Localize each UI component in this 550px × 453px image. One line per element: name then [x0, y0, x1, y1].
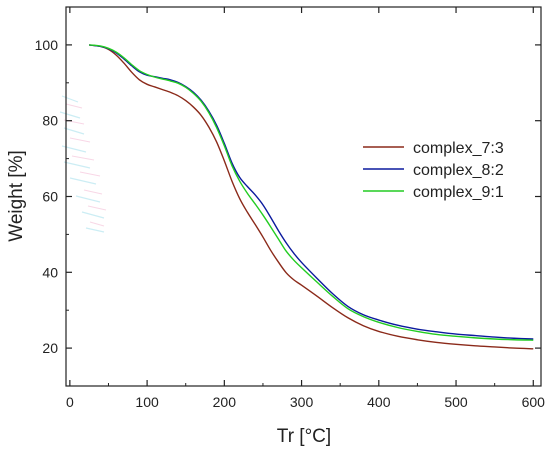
legend-label: complex_7:3 [413, 140, 504, 157]
legend-label: complex_9:1 [413, 184, 504, 201]
legend: complex_7:3 complex_8:2 complex_9:1 [363, 140, 504, 201]
x-axis-label: Tr [°C] [277, 426, 331, 447]
y-tick-label: 40 [42, 264, 58, 280]
y-tick-label: 20 [42, 340, 58, 356]
x-tick-label: 0 [66, 394, 74, 410]
x-tick-label: 500 [444, 394, 468, 410]
x-tick-label: 200 [213, 394, 237, 410]
plot-area [89, 44, 534, 350]
x-tick-label: 400 [367, 394, 391, 410]
y-tick-label: 60 [42, 189, 58, 205]
x-tick-label: 100 [135, 394, 159, 410]
scan-artifact [59, 95, 107, 233]
series-line-complex-9-1 [89, 44, 534, 341]
legend-label: complex_8:2 [413, 162, 504, 179]
series-line-complex-8-2 [89, 44, 534, 340]
x-tick-label: 600 [522, 394, 546, 410]
y-tick-label: 80 [42, 113, 58, 129]
axes: 0 100 200 300 400 500 600 20 40 60 80 100 [35, 6, 546, 410]
x-tick-label: 300 [290, 394, 314, 410]
series-line-complex-7-3 [89, 44, 534, 350]
y-tick-label: 100 [35, 37, 59, 53]
y-axis-label: Weight [%] [6, 150, 27, 242]
